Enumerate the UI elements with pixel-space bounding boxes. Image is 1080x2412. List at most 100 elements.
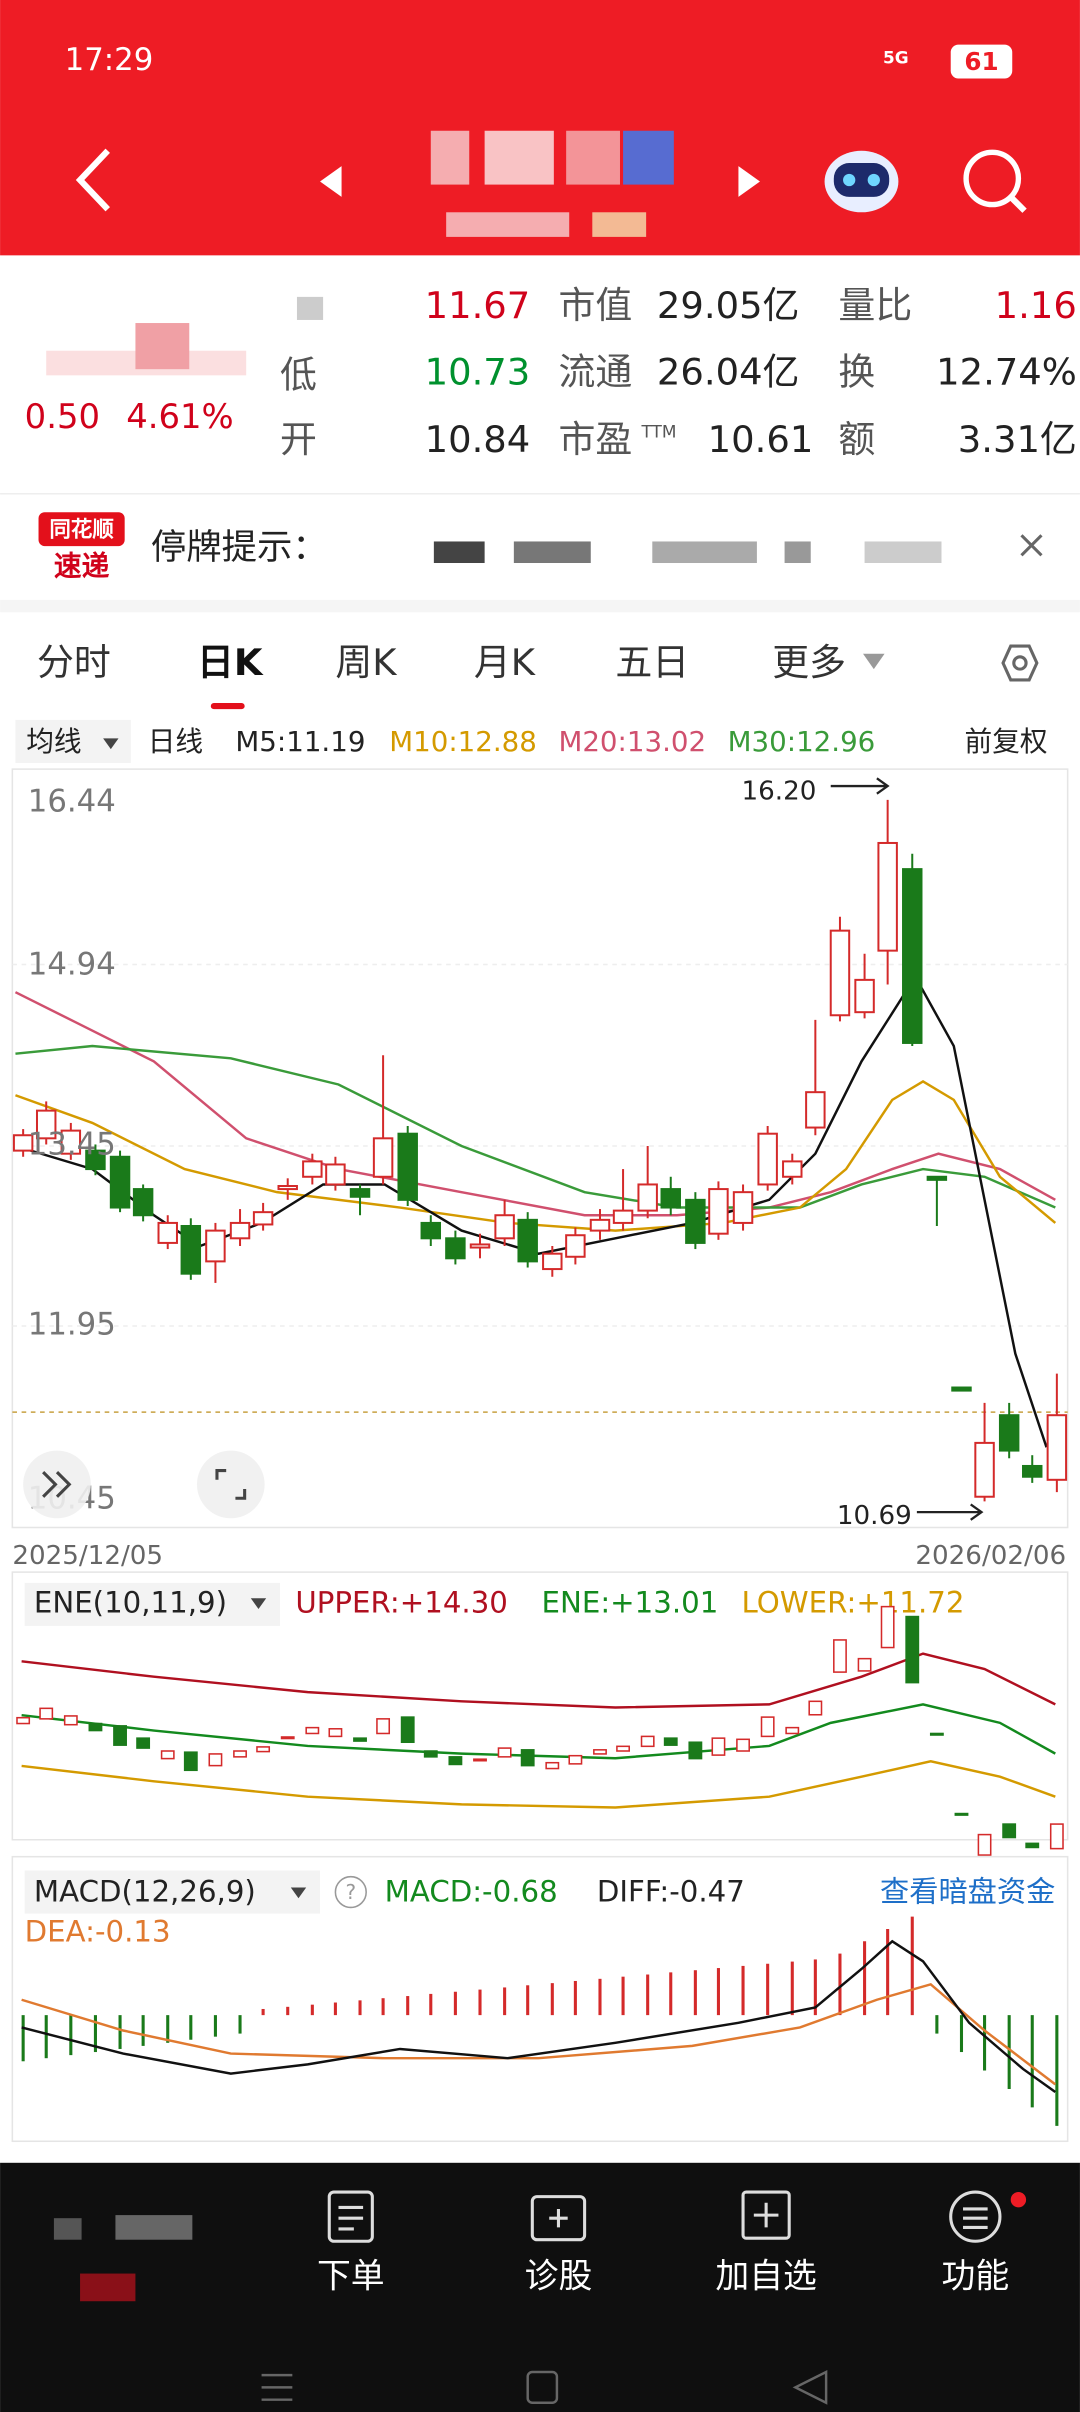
order-icon[interactable] — [327, 2190, 374, 2243]
ene-candles — [16, 1605, 1064, 1856]
pe: 10.61 — [708, 418, 814, 461]
candle-body — [708, 1188, 729, 1235]
candle-body — [902, 868, 923, 1044]
settings-icon[interactable] — [1001, 644, 1039, 682]
candle-body — [372, 1137, 394, 1178]
macd-title[interactable]: MACD(12,26,9) — [34, 1875, 256, 1909]
candle-body — [397, 1132, 418, 1201]
adjust[interactable]: 前复权 — [965, 725, 1048, 758]
toolbar-label[interactable]: 加自选 — [715, 2257, 816, 2296]
y-tick-label: 14.94 — [28, 947, 116, 983]
toolbar-blurred — [53, 2215, 193, 2302]
ene-candle — [520, 1749, 535, 1767]
high-marker: 16.20 — [742, 777, 817, 807]
toolbar-label[interactable]: 诊股 — [525, 2257, 593, 2296]
ene-candle — [929, 1732, 944, 1736]
ma-menu[interactable]: 均线 — [26, 725, 81, 758]
fullscreen-button[interactable] — [196, 1450, 265, 1519]
badge-bottom: 速递 — [54, 550, 110, 583]
market-cap: 29.05亿 — [657, 284, 800, 327]
svg-text:?: ? — [345, 1880, 356, 1904]
ene-candle — [663, 1737, 678, 1746]
candle-body — [180, 1224, 202, 1275]
tab[interactable]: 五日 — [615, 641, 689, 684]
ene-candle — [400, 1716, 415, 1744]
ene-candle — [423, 1750, 438, 1758]
low-arrow — [916, 1503, 984, 1521]
macd-frame — [11, 1855, 1069, 2143]
ene-candle — [1049, 1823, 1064, 1850]
expand-button[interactable] — [23, 1450, 91, 1519]
back-button[interactable] — [75, 148, 110, 212]
next-stock[interactable] — [738, 166, 760, 197]
notice-close[interactable] — [1020, 534, 1043, 557]
prev-stock[interactable] — [320, 166, 342, 197]
function-icon[interactable] — [949, 2190, 1002, 2243]
stock-name-blurred — [430, 130, 674, 237]
help-icon[interactable]: ? — [334, 1875, 367, 1909]
ene-candle — [833, 1639, 847, 1673]
robot-icon[interactable] — [824, 150, 899, 213]
candle-body — [445, 1237, 466, 1260]
candle-body — [35, 1109, 57, 1140]
low-label: 低 — [280, 353, 317, 396]
ene-candle — [353, 1737, 367, 1742]
tab[interactable]: 周K — [335, 641, 397, 684]
ene-title[interactable]: ENE(10,11,9) — [34, 1585, 227, 1619]
high: 11.67 — [425, 284, 531, 327]
dropdown-arrow — [250, 1598, 267, 1610]
kchart-frame — [11, 768, 1069, 1529]
y-tick-label: 11.95 — [28, 1306, 116, 1342]
candle-body — [132, 1188, 154, 1217]
price-blurred — [46, 323, 247, 376]
change: 0.50 — [25, 397, 100, 436]
pe-label: 市盈 — [558, 418, 632, 461]
ene-lower: LOWER:+11.72 — [742, 1585, 965, 1619]
ene-candle — [88, 1722, 103, 1732]
ene-frame — [11, 1571, 1069, 1841]
change-pct: 4.61% — [126, 397, 233, 436]
candles — [12, 799, 1068, 1502]
end-date: 2026/02/06 — [915, 1541, 1066, 1571]
tab-active[interactable]: 日K — [197, 641, 264, 684]
tab-indicator — [210, 702, 245, 710]
notice-blurred — [433, 541, 942, 564]
tab[interactable]: 月K — [474, 641, 536, 684]
start-date: 2025/12/05 — [12, 1541, 163, 1571]
open-label: 开 — [280, 418, 317, 461]
diagnose-icon[interactable] — [530, 2195, 587, 2242]
volume-ratio-label: 量比 — [838, 284, 912, 327]
tab[interactable]: 分时 — [37, 641, 111, 684]
ene-candle — [16, 1716, 31, 1725]
candle-body — [660, 1188, 681, 1209]
macd-menu-bg[interactable] — [24, 1870, 321, 1914]
ma-period[interactable]: 日线 — [148, 725, 203, 758]
ma30: M30:12.96 — [728, 725, 876, 758]
toolbar-bg — [0, 2162, 1080, 2412]
candle-body — [229, 1221, 251, 1240]
candle-body — [252, 1211, 274, 1226]
notice-text[interactable]: 停牌提示： — [151, 527, 328, 568]
search-button[interactable] — [963, 149, 1027, 213]
section-gap — [0, 599, 1080, 613]
nav-bar — [261, 2370, 828, 2405]
ene-candle — [1002, 1823, 1017, 1839]
watchlist-icon[interactable] — [741, 2190, 791, 2240]
dark-pool-link[interactable]: 查看暗盘资金 — [880, 1875, 1055, 1909]
notice-badge: 同花顺 速递 — [38, 512, 125, 583]
ene-menu-bg[interactable] — [24, 1582, 281, 1626]
tab[interactable]: 更多 — [772, 641, 846, 684]
toolbar-label[interactable]: 功能 — [942, 2257, 1010, 2296]
open: 10.84 — [425, 418, 531, 461]
status-time: 17:29 — [65, 42, 154, 78]
ene-candle — [448, 1756, 463, 1766]
float-cap-label: 流通 — [558, 350, 632, 393]
toolbar-label[interactable]: 下单 — [317, 2257, 385, 2296]
battery-level: 61 — [964, 47, 998, 76]
network: 5G — [883, 47, 909, 67]
float-cap: 26.04亿 — [657, 350, 800, 393]
candle-body — [277, 1185, 298, 1191]
